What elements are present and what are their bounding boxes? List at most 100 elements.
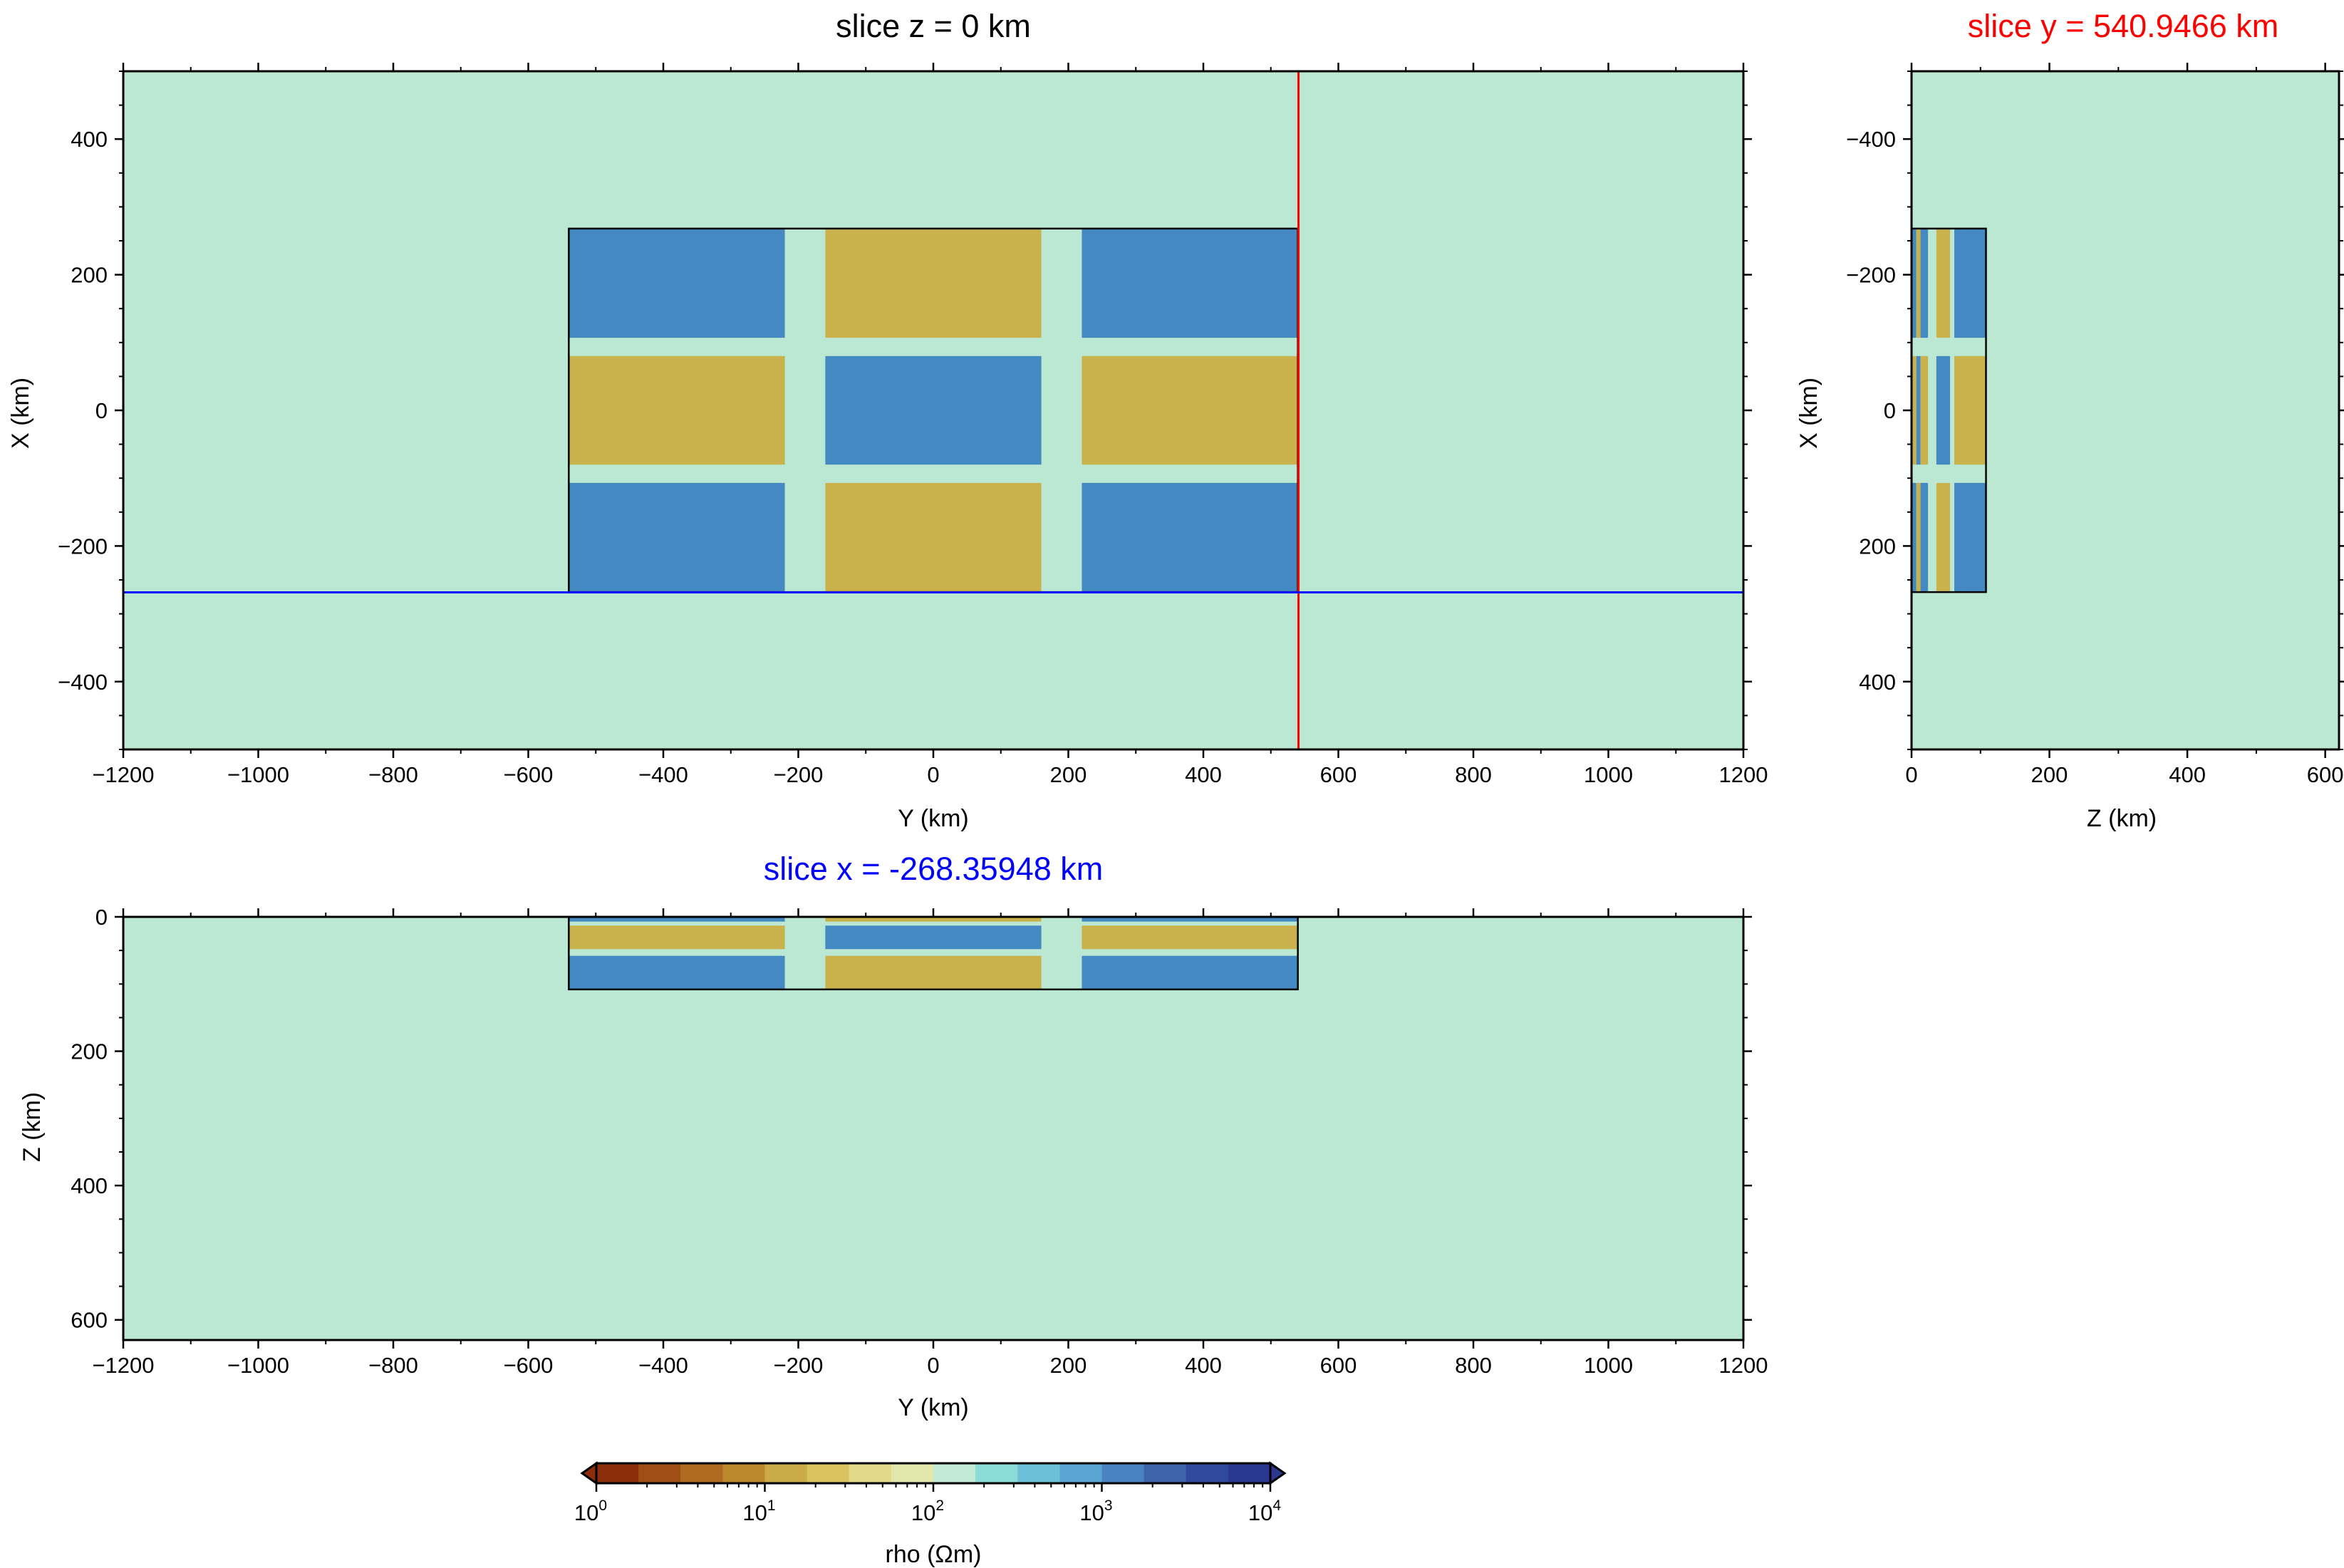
slice-x-xtick-label: −600 (504, 1353, 554, 1378)
slice-z-ytick-label: −400 (58, 670, 108, 695)
slice-z-title: slice z = 0 km (836, 8, 1031, 44)
slice-y-ytick-label: −400 (1846, 127, 1896, 152)
slice-y-cell (1936, 482, 1951, 593)
colorbar-swatch (764, 1463, 808, 1483)
plot-slice-z: −1200 −1000 −800 −600 −400 −200 0 200 400 600 800 1… (7, 8, 1768, 832)
slice-z-cells (123, 71, 1743, 749)
slice-z-xtick-label: −1200 (92, 762, 154, 787)
colorbar-low-arrow (580, 1461, 598, 1485)
slice-z-cell (825, 228, 1042, 338)
colorbar-swatch (680, 1463, 723, 1483)
colorbar-swatch (1228, 1463, 1271, 1483)
slice-x-xlabel: Y (km) (898, 1394, 968, 1421)
colorbar-tick-label: 102 (911, 1497, 944, 1525)
colorbar-swatch (849, 1463, 892, 1483)
slice-y-title: slice y = 540.9466 km (1968, 8, 2279, 44)
slice-y-ytick-label: −200 (1846, 263, 1896, 288)
colorbar-high-arrow (1269, 1461, 1287, 1485)
slice-y-cells (1910, 71, 2339, 749)
slice-y-xtick-label: 0 (1905, 762, 1917, 787)
slice-x-title: slice x = -268.35948 km (764, 851, 1104, 887)
slice-x-xtick-label: 1200 (1719, 1353, 1768, 1378)
slice-z-xtick-label: 400 (1185, 762, 1222, 787)
slice-z-xtick-label: 1200 (1719, 762, 1768, 787)
slice-z-xtick-label: −600 (504, 762, 554, 787)
slice-x-cell (569, 955, 785, 990)
slice-y-cell (1928, 482, 1936, 593)
slice-y-cell (1912, 228, 1917, 338)
slice-x-cell (569, 925, 785, 950)
slice-x-xtick-label: −1000 (227, 1353, 289, 1378)
colorbar-swatch (638, 1463, 681, 1483)
slice-y-cell (1950, 482, 1954, 593)
slice-y-ytick-label: 400 (1859, 670, 1896, 695)
colorbar-swatch (1101, 1463, 1145, 1483)
slice-z-xtick-label: 600 (1320, 762, 1357, 787)
slice-y-cell (1916, 355, 1921, 465)
colorbar-swatch (891, 1463, 934, 1483)
slice-y-cell (1936, 228, 1951, 338)
slice-x-xtick-label: 800 (1455, 1353, 1492, 1378)
slice-x-xtick-label: −200 (774, 1353, 824, 1378)
slice-z-ytick-label: 200 (71, 263, 108, 288)
slice-x-cell (1082, 917, 1298, 922)
slice-x-cell (825, 917, 1042, 922)
slice-x-xtick-label: −800 (368, 1353, 418, 1378)
slice-y-cell (1954, 355, 1986, 465)
slice-x-cell (1082, 925, 1298, 950)
slice-z-xtick-label: −200 (774, 762, 824, 787)
slice-y-cell (1912, 355, 1917, 465)
slice-x-ytick-label: 200 (71, 1039, 108, 1064)
slice-y-cell (1920, 228, 1929, 338)
slice-x-xtick-label: −400 (638, 1353, 688, 1378)
slice-z-xtick-label: 0 (927, 762, 939, 787)
slice-x-xtick-label: 0 (927, 1353, 939, 1378)
slice-x-xtick-label: −1200 (92, 1353, 154, 1378)
colorbar-swatch (1144, 1463, 1187, 1483)
slice-z-cell (1082, 355, 1298, 465)
slice-z-xtick-label: 1000 (1584, 762, 1633, 787)
slice-z-ytick-label: 400 (71, 127, 108, 152)
slice-x-xtick-label: 1000 (1584, 1353, 1633, 1378)
colorbar-swatch (975, 1463, 1018, 1483)
slice-z-xtick-label: −400 (638, 762, 688, 787)
slice-x-ylabel: Z (km) (19, 1092, 46, 1162)
slice-y-cell (1928, 355, 1936, 465)
slice-x-xtick-label: 200 (1050, 1353, 1087, 1378)
slice-y-cell (1954, 228, 1986, 338)
slice-y-cell (1936, 355, 1951, 465)
slice-y-ytick-label: 0 (1884, 398, 1896, 423)
slice-z-ytick-label: 0 (95, 398, 108, 423)
colorbar-swatch (722, 1463, 765, 1483)
slice-z-cell (1082, 482, 1298, 593)
slice-y-cell (1916, 228, 1921, 338)
slice-x-xtick-label: 600 (1320, 1353, 1357, 1378)
slice-x-ytick-label: 600 (71, 1308, 108, 1333)
slice-z-cell (569, 228, 785, 338)
slice-z-xtick-label: 800 (1455, 762, 1492, 787)
colorbar: 100 101 102 103 104 rho (Ωm) (574, 1461, 1287, 1568)
slice-y-xtick-label: 600 (2307, 762, 2344, 787)
slice-x-cell (825, 955, 1042, 990)
slice-y-cell (1916, 482, 1921, 593)
colorbar-swatch (933, 1463, 976, 1483)
slice-y-cell (1954, 482, 1986, 593)
slice-z-cell (1082, 228, 1298, 338)
colorbar-tick-label: 100 (574, 1497, 607, 1525)
colorbar-tick-label: 104 (1248, 1497, 1281, 1525)
slice-z-cell (569, 355, 785, 465)
slice-x-cell (1082, 955, 1298, 990)
colorbar-swatch (596, 1463, 639, 1483)
slice-x-ytick-label: 400 (71, 1173, 108, 1198)
colorbar-swatch (1059, 1463, 1102, 1483)
slice-x-xtick-label: 400 (1185, 1353, 1222, 1378)
colorbar-swatch (1186, 1463, 1229, 1483)
colorbar-swatch (1017, 1463, 1060, 1483)
slice-y-ytick-label: 200 (1859, 534, 1896, 559)
slice-y-cell (1920, 482, 1929, 593)
slice-x-cells (123, 915, 1743, 1340)
slice-z-xtick-label: −1000 (227, 762, 289, 787)
slice-z-ytick-label: −200 (58, 534, 108, 559)
slice-z-cell (569, 482, 785, 593)
slice-y-cell (1928, 228, 1936, 338)
